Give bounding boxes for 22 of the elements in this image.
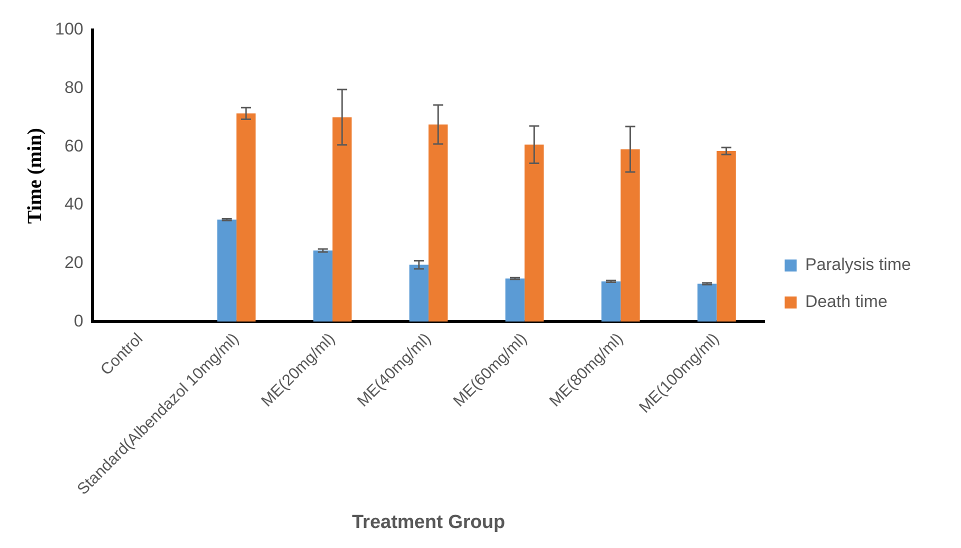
bar [716,151,736,322]
x-axis-title: Treatment Group [352,512,506,533]
bar [601,281,621,322]
y-tick-label: 80 [64,78,84,98]
y-tick-label: 20 [64,253,84,272]
bar [409,264,429,322]
bar [313,250,332,322]
legend-label: Death time [805,292,888,312]
y-tick-label: 60 [64,136,84,156]
y-axis-title: Time (min) [24,128,46,224]
bar [236,113,256,322]
bar [428,124,448,322]
bar [524,144,544,322]
y-tick-label: 40 [64,194,84,214]
bar [217,220,236,322]
bar [697,284,717,322]
bar [505,278,525,322]
y-tick-label: 0 [74,311,84,330]
bar [620,149,640,322]
legend-label: Paralysis time [805,255,912,274]
y-tick-label: 100 [54,20,84,39]
bar [332,117,352,322]
